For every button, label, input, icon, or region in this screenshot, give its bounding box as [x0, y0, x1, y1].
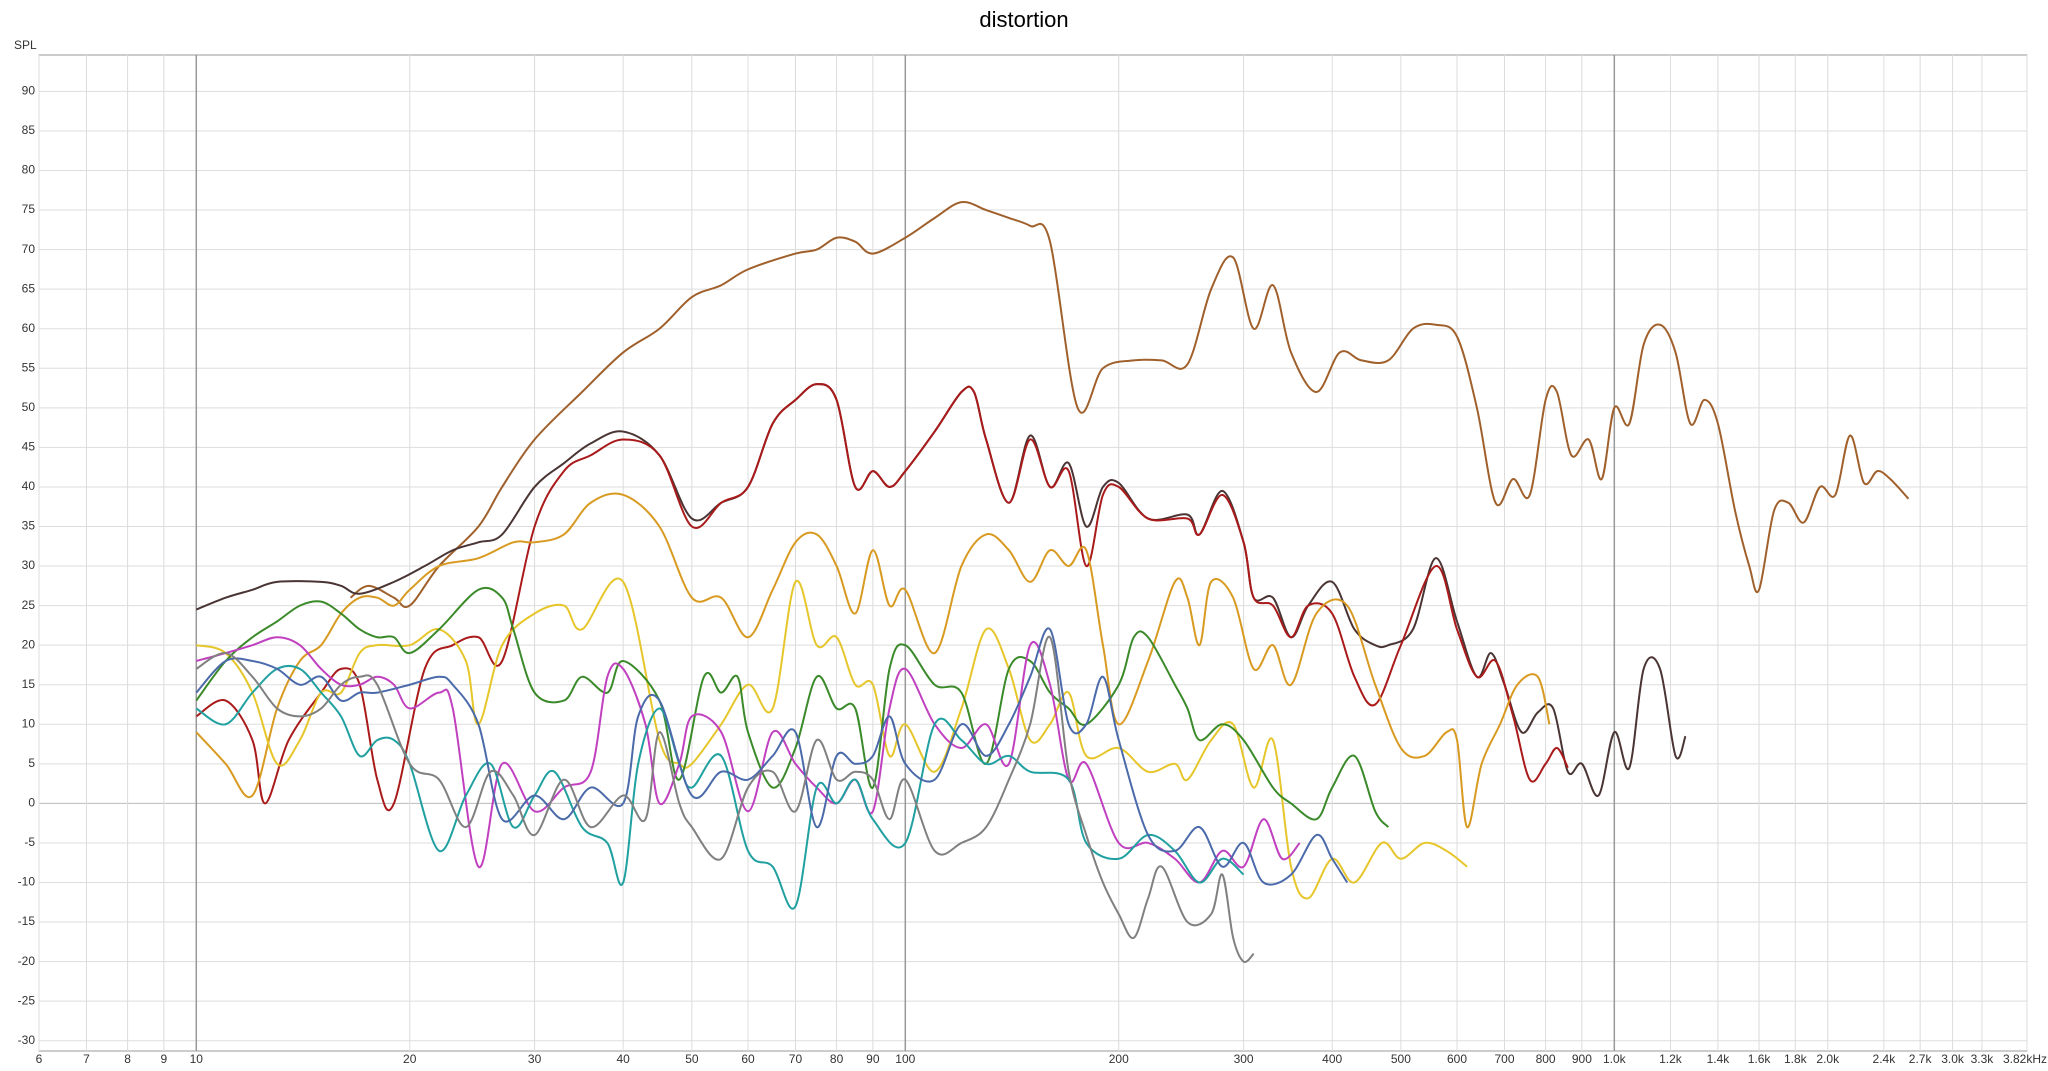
x-tick-label: 7	[83, 1052, 90, 1066]
y-tick-label: 70	[22, 242, 36, 256]
x-tick-label: 20	[403, 1052, 417, 1066]
y-tick-label: -30	[18, 1033, 36, 1047]
x-tick-label: 2.4k	[1873, 1052, 1897, 1066]
x-tick-label: 2.7k	[1909, 1052, 1933, 1066]
x-tick-label: 40	[616, 1052, 630, 1066]
y-tick-label: 60	[22, 321, 36, 335]
x-tick-label: 70	[789, 1052, 803, 1066]
series-line	[195, 383, 1687, 797]
x-tick-label: 90	[866, 1052, 880, 1066]
x-tick-label: 50	[685, 1052, 699, 1066]
y-tick-label: 75	[22, 202, 36, 216]
y-tick-label: 30	[22, 558, 36, 572]
series-line	[195, 383, 1569, 812]
y-tick-label: -25	[18, 993, 36, 1007]
x-tick-label: 10	[190, 1052, 204, 1066]
y-tick-label: 50	[22, 400, 36, 414]
series-line	[195, 586, 1390, 828]
plot-frame	[38, 54, 2028, 1052]
series-line	[349, 201, 1910, 609]
x-tick-label: 400	[1322, 1052, 1342, 1066]
x-tick-label: 3.3k	[1971, 1052, 1995, 1066]
x-tick-label: 1.4k	[1707, 1052, 1731, 1066]
y-axis-label: SPL	[14, 38, 37, 52]
y-tick-label: 55	[22, 360, 36, 374]
x-tick-label: 800	[1536, 1052, 1556, 1066]
x-tick-label: 1.0k	[1603, 1052, 1627, 1066]
y-tick-label: 65	[22, 281, 36, 295]
y-tick-label: -15	[18, 914, 36, 928]
x-tick-label: 700	[1494, 1052, 1514, 1066]
y-tick-label: 85	[22, 123, 36, 137]
x-tick-label: 1.6k	[1748, 1052, 1772, 1066]
x-tick-label: 80	[830, 1052, 844, 1066]
x-tick-label: 200	[1109, 1052, 1129, 1066]
series-line	[195, 664, 1245, 910]
x-tick-label: 8	[124, 1052, 131, 1066]
y-tick-label: -5	[24, 835, 35, 849]
y-tick-label: -10	[18, 875, 36, 889]
x-tick-label: 100	[895, 1052, 915, 1066]
y-tick-label: 10	[22, 716, 36, 730]
y-tick-label: 35	[22, 519, 36, 533]
x-tick-label: 30	[528, 1052, 542, 1066]
series-line	[195, 635, 1255, 964]
x-tick-label: 2.0k	[1816, 1052, 1840, 1066]
y-tick-label: 45	[22, 440, 36, 454]
x-tick-label: 900	[1572, 1052, 1592, 1066]
series-line	[196, 577, 1468, 900]
y-tick-label: 20	[22, 637, 36, 651]
x-tick-label: 300	[1234, 1052, 1254, 1066]
x-tick-label: 9	[161, 1052, 168, 1066]
x-tick-label: 60	[741, 1052, 755, 1066]
y-tick-label: -20	[18, 954, 36, 968]
x-tick-label: 6	[36, 1052, 43, 1066]
series-line	[195, 627, 1349, 886]
y-tick-label: 0	[28, 796, 35, 810]
y-tick-label: 40	[22, 479, 36, 493]
y-tick-label: 80	[22, 163, 36, 177]
series-line	[196, 636, 1301, 884]
series-line	[195, 492, 1551, 829]
x-tick-label: 1.8k	[1784, 1052, 1808, 1066]
y-tick-label: 15	[22, 677, 36, 691]
x-tick-label: 500	[1391, 1052, 1411, 1066]
chart-title: distortion	[979, 7, 1068, 32]
x-tick-label: 3.0k	[1941, 1052, 1965, 1066]
y-tick-label: 90	[22, 84, 36, 98]
x-tick-label: 600	[1447, 1052, 1467, 1066]
x-tick-label: 3.82kHz	[2003, 1052, 2047, 1066]
y-tick-label: 25	[22, 598, 36, 612]
y-tick-label: 5	[28, 756, 35, 770]
x-tick-label: 1.2k	[1659, 1052, 1683, 1066]
